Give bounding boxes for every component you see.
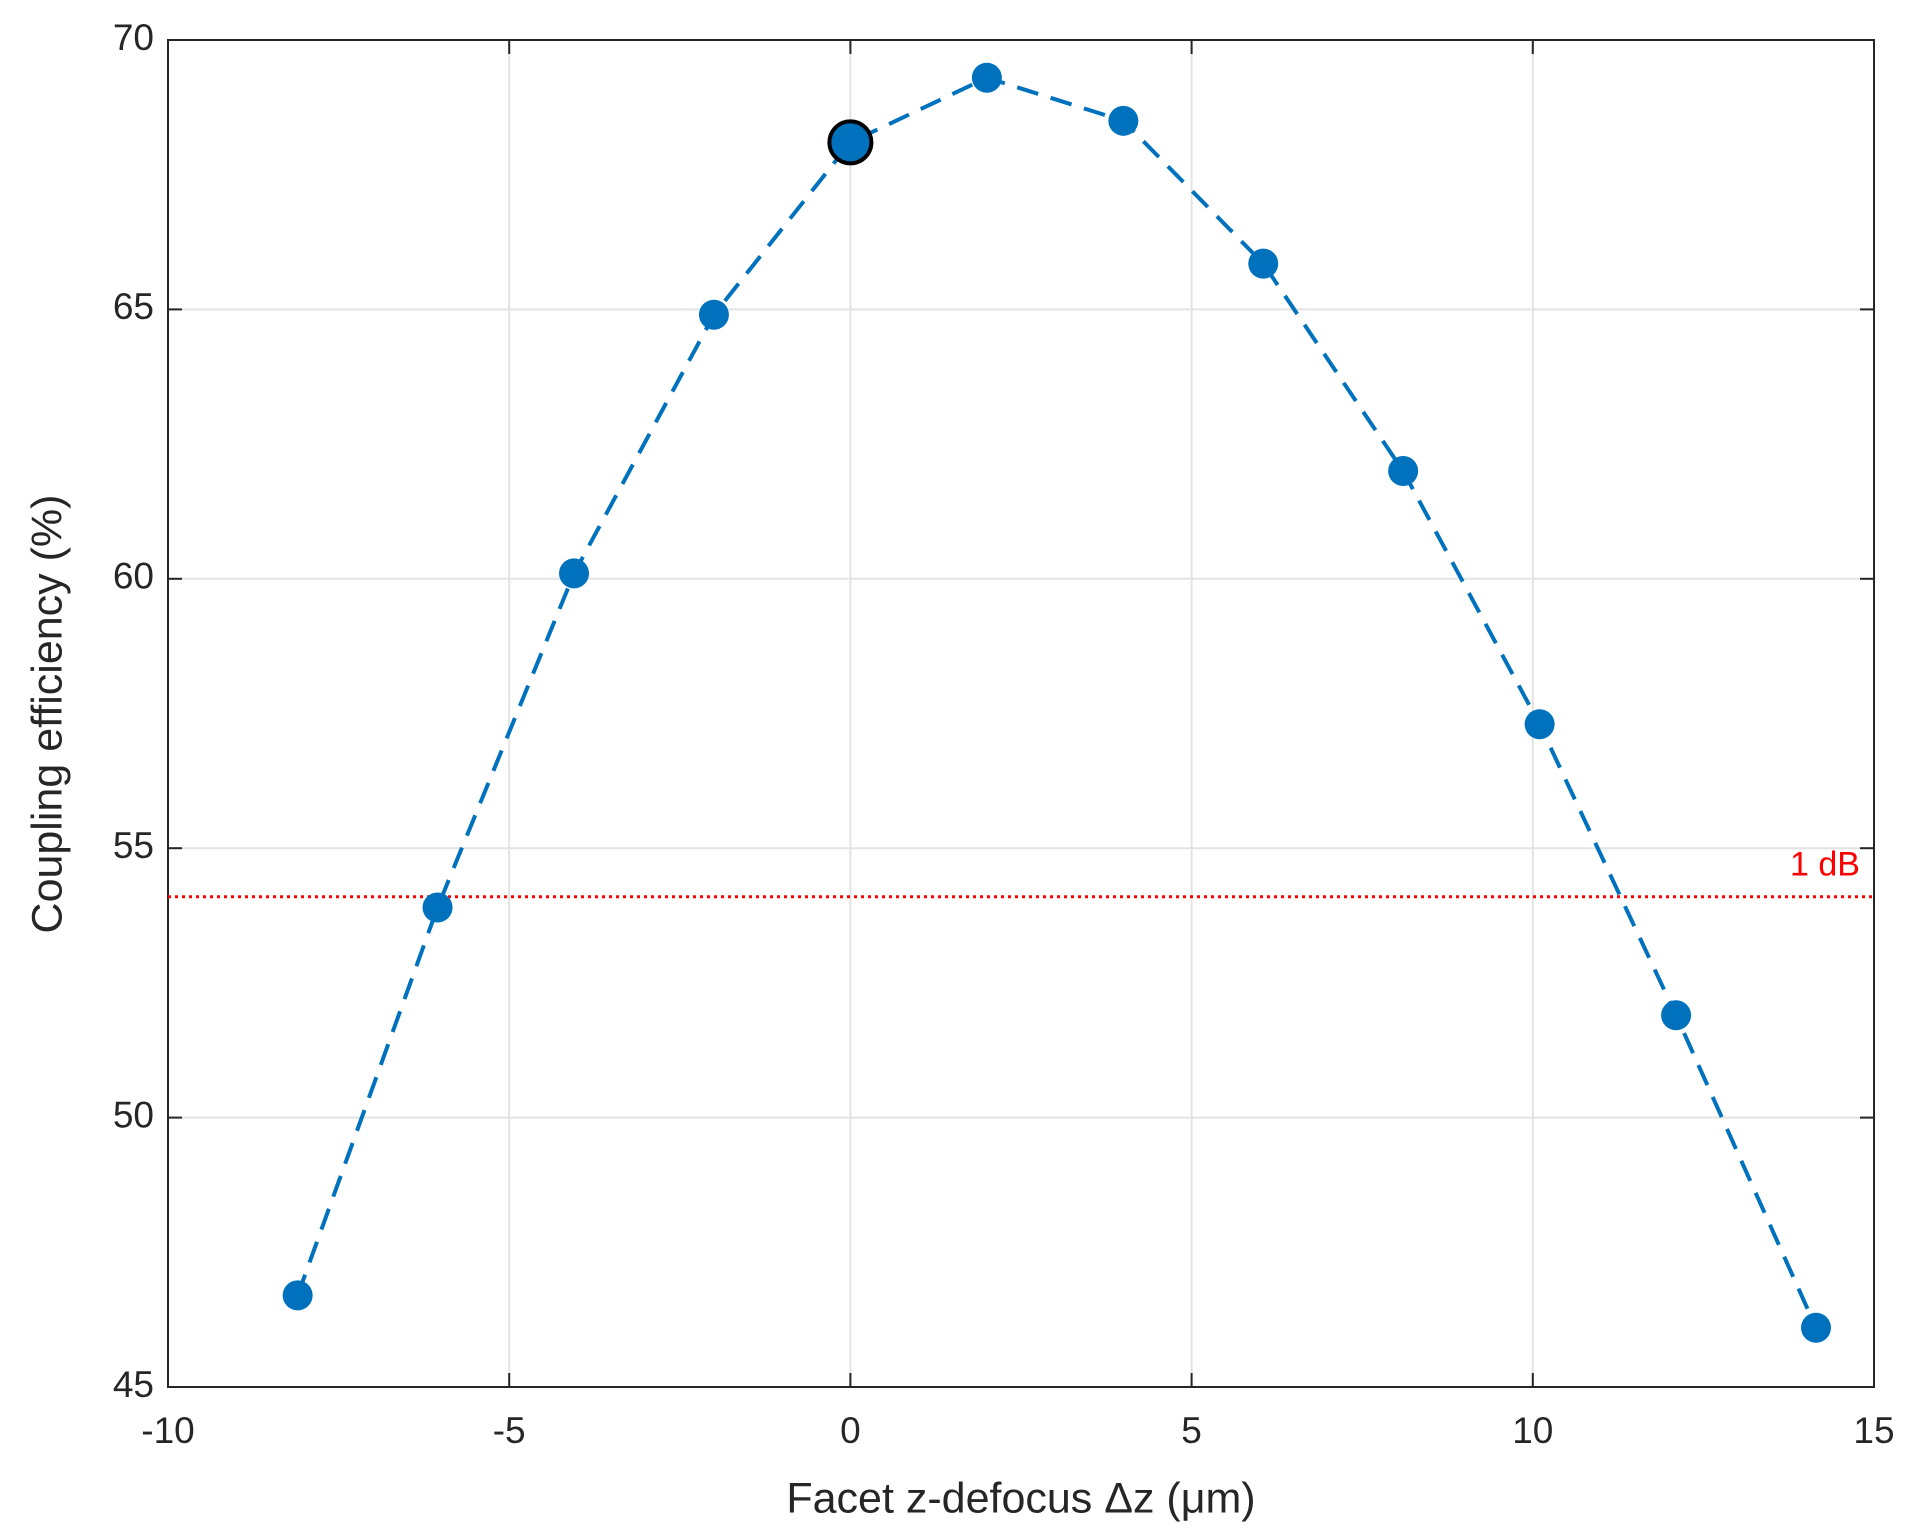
reference-label: 1 dB	[1790, 846, 1860, 884]
y-tick-label: 45	[113, 1364, 154, 1405]
marker	[971, 62, 1002, 93]
marker	[1524, 709, 1555, 740]
marker	[559, 558, 590, 589]
y-tick-label: 65	[113, 286, 154, 327]
x-axis-label: Facet z-defocus Δz (μm)	[786, 1474, 1255, 1522]
x-tick-label: -5	[493, 1410, 526, 1451]
marker	[1108, 105, 1139, 136]
marker	[282, 1280, 313, 1311]
y-axis-label: Coupling efficiency (%)	[23, 495, 71, 934]
x-tick-label: -10	[141, 1410, 194, 1451]
x-tick-label: 0	[840, 1410, 861, 1451]
marker	[1388, 456, 1419, 487]
marker	[698, 299, 729, 330]
x-tick-label: 10	[1512, 1410, 1553, 1451]
y-tick-label: 70	[113, 17, 154, 58]
marker	[422, 892, 453, 923]
y-tick-label: 50	[113, 1094, 154, 1135]
x-tick-label: 15	[1853, 1410, 1894, 1451]
y-tick-label: 55	[113, 825, 154, 866]
marker	[1248, 248, 1279, 279]
plot-frame	[167, 39, 1875, 1388]
data-line	[295, 75, 1818, 1329]
marker	[1661, 1000, 1692, 1031]
marker	[1800, 1312, 1831, 1343]
y-tick-label: 60	[113, 556, 154, 597]
highlight-marker	[827, 119, 874, 166]
x-tick-label: 5	[1181, 1410, 1202, 1451]
